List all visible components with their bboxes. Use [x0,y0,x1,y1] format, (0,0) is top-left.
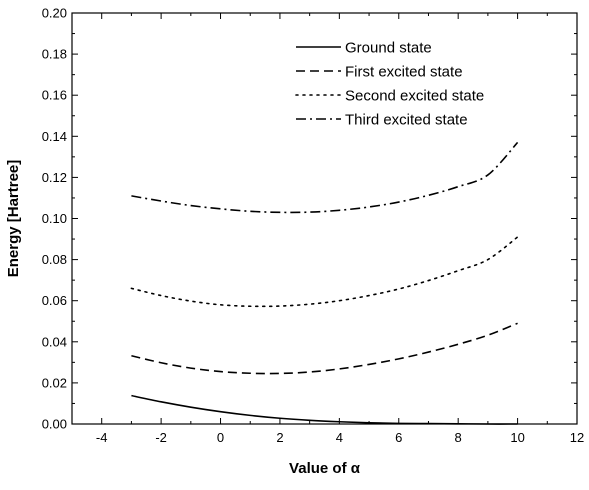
y-axis-title: Energy [Hartree] [5,160,22,278]
series-line-dotted [130,236,519,308]
x-axis-ticks: -4 -2 0 2 4 6 8 10 12 [71,13,584,445]
y-tick-label: 0.08 [42,252,67,267]
series-line-dashed [131,322,518,375]
y-tick-label: 0.12 [42,170,67,185]
y-tick-label: 0.20 [42,6,67,21]
x-tick-label: 12 [570,430,584,445]
legend-label: Second excited state [345,88,484,105]
y-tick-label: 0.04 [42,334,67,349]
plot-frame [71,12,578,425]
x-tick-label: 2 [276,430,283,445]
y-tick-label: 0.10 [42,211,67,226]
x-tick-label: 0 [217,430,224,445]
x-tick-label: -4 [96,430,108,445]
x-tick-label: -2 [155,430,167,445]
x-axis-title: Value of α [289,460,361,477]
series-layer [130,141,519,425]
y-tick-label: 0.02 [42,375,67,390]
y-tick-label: 0.16 [42,88,67,103]
y-tick-label: 0.00 [42,417,67,432]
x-tick-label: 8 [455,430,462,445]
legend-label: First excited state [345,64,463,81]
y-tick-label: 0.14 [42,129,67,144]
x-tick-label: 10 [510,430,524,445]
series-line-dashdot [131,141,519,214]
legend-label: Third excited state [345,112,468,129]
x-tick-label: 4 [336,430,343,445]
y-tick-label: 0.18 [42,47,67,62]
legend-label: Ground state [345,40,432,57]
y-tick-label: 0.06 [42,293,67,308]
plot-border [71,12,578,425]
series-line-solid [131,394,518,425]
y-axis-ticks: 0.00 0.02 0.04 0.06 0.08 0.10 0.12 0.14 0.16 0.18… [42,6,577,432]
x-tick-label: 6 [395,430,402,445]
legend: Ground state First excited state Second ex… [295,40,484,129]
